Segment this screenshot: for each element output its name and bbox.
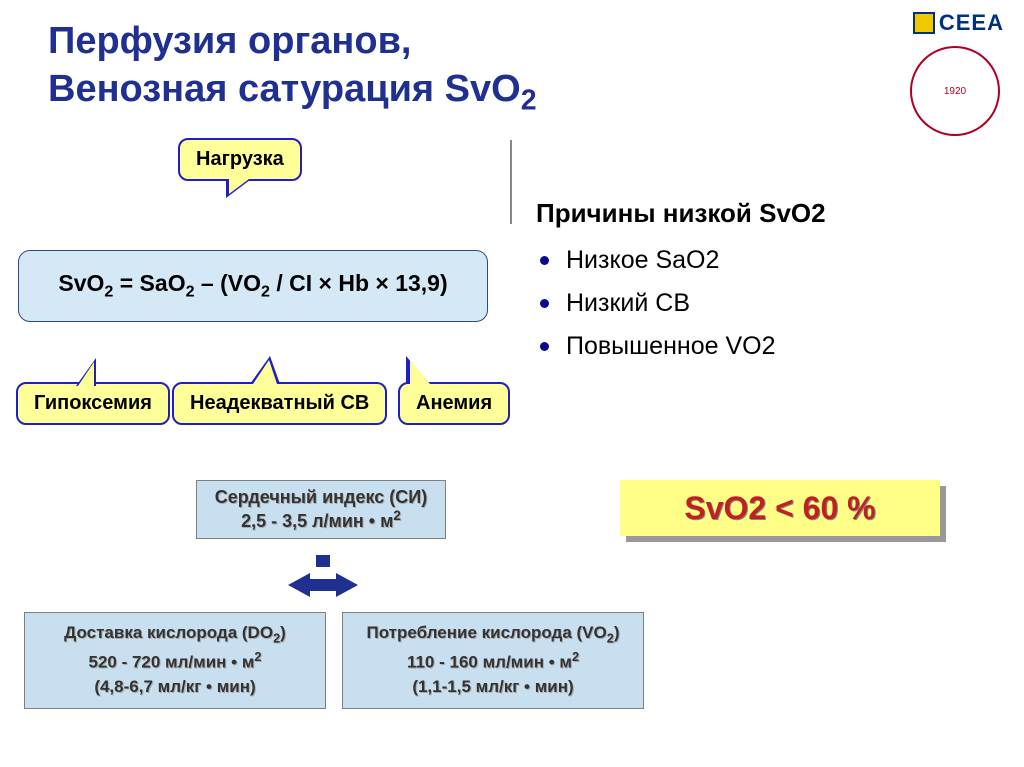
- callout-right: Анемия: [398, 382, 510, 425]
- callout-tail-fill: [253, 360, 277, 384]
- title-line2: Венозная сатурация SvO2: [48, 68, 537, 110]
- callout-tail-fill: [229, 179, 249, 194]
- do2-line3: (4,8-6,7 мл/кг • мин): [31, 675, 319, 700]
- logo-ceea: CEEA: [913, 10, 1004, 36]
- causes-item: Низкое SaO2: [536, 246, 775, 275]
- vo2-line3: (1,1-1,5 мл/кг • мин): [349, 675, 637, 700]
- ci-line1: Сердечный индекс (СИ): [205, 487, 437, 508]
- logo-medal: 1920: [910, 46, 1000, 136]
- do2-line1: Доставка кислорода (DO2): [31, 621, 319, 648]
- cardiac-index-box: Сердечный индекс (СИ) 2,5 - 3,5 л/мин • …: [196, 480, 446, 539]
- do2-line2: 520 - 720 мл/мин • м2: [31, 648, 319, 675]
- divider-line: [510, 140, 512, 224]
- logo-icon: [913, 12, 935, 34]
- vo2-line2: 110 - 160 мл/мин • м2: [349, 648, 637, 675]
- callout-tail-fill: [78, 362, 94, 386]
- callout-tail-fill: [410, 360, 430, 384]
- causes-list: Низкое SaO2 Низкий СВ Повышенное VO2: [536, 238, 775, 375]
- causes-item: Повышенное VO2: [536, 332, 775, 361]
- svo2-threshold-box: SvO2 < 60 %: [620, 480, 940, 536]
- formula-text: SvO2 = SaO2 – (VO2 / CI × Hb × 13,9): [58, 270, 447, 302]
- callout-mid: Неадекватный СВ: [172, 382, 387, 425]
- vo2-line1: Потребление кислорода (VO2): [349, 621, 637, 648]
- causes-heading: Причины низкой SvO2: [536, 198, 826, 229]
- callout-left: Гипоксемия: [16, 382, 170, 425]
- ci-line2: 2,5 - 3,5 л/мин • м2: [205, 508, 437, 532]
- callout-top: Нагрузка: [178, 138, 302, 181]
- vo2-box: Потребление кислорода (VO2) 110 - 160 мл…: [342, 612, 644, 709]
- title-line1: Перфузия органов,: [48, 20, 412, 62]
- do2-box: Доставка кислорода (DO2) 520 - 720 мл/ми…: [24, 612, 326, 709]
- double-arrow-icon: [288, 555, 358, 599]
- formula-box: SvO2 = SaO2 – (VO2 / CI × Hb × 13,9): [18, 250, 488, 322]
- causes-item: Низкий СВ: [536, 289, 775, 318]
- logo-text: CEEA: [939, 10, 1004, 36]
- slide-title: Перфузия органов, Венозная сатурация SvO…: [48, 18, 537, 119]
